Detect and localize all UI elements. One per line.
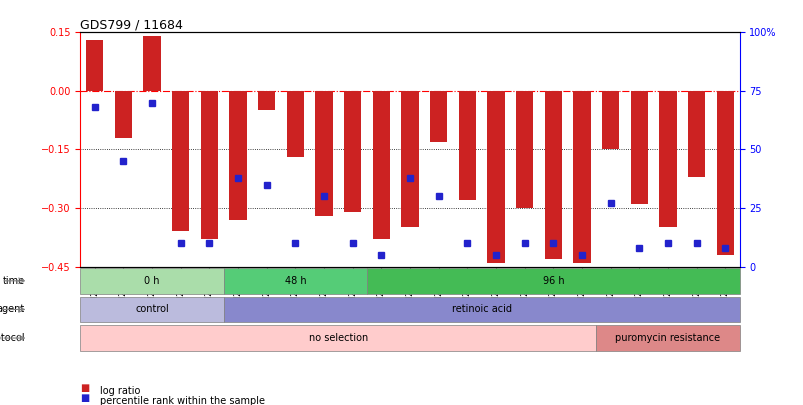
Text: log ratio: log ratio [100, 386, 141, 396]
Bar [344, 91, 361, 212]
Bar [487, 91, 504, 262]
Text: 96 h: 96 h [542, 276, 564, 286]
Bar [630, 91, 647, 204]
Text: agent: agent [0, 305, 25, 314]
Text: ■: ■ [80, 393, 90, 403]
Text: ■: ■ [80, 383, 90, 393]
Bar [430, 91, 446, 142]
FancyBboxPatch shape [80, 268, 223, 294]
Bar [687, 91, 704, 177]
FancyBboxPatch shape [367, 268, 739, 294]
FancyBboxPatch shape [596, 325, 739, 351]
Bar [715, 91, 733, 255]
Bar [658, 91, 676, 228]
Bar [115, 91, 132, 138]
Text: control: control [135, 305, 169, 314]
FancyBboxPatch shape [223, 296, 739, 322]
Bar [229, 91, 247, 220]
Bar [601, 91, 618, 149]
Bar [544, 91, 561, 259]
Text: 0 h: 0 h [144, 276, 160, 286]
FancyBboxPatch shape [80, 325, 596, 351]
Text: time: time [2, 276, 25, 286]
Bar [287, 91, 304, 157]
Text: 48 h: 48 h [284, 276, 306, 286]
Text: retinoic acid: retinoic acid [451, 305, 511, 314]
Bar [201, 91, 218, 239]
FancyBboxPatch shape [80, 296, 223, 322]
Bar [516, 91, 532, 208]
Bar [172, 91, 189, 231]
Text: percentile rank within the sample: percentile rank within the sample [100, 396, 265, 405]
Bar [459, 91, 475, 200]
Bar [373, 91, 389, 239]
Bar [258, 91, 275, 111]
Bar [86, 40, 104, 91]
FancyBboxPatch shape [223, 268, 367, 294]
Bar [315, 91, 332, 216]
Text: no selection: no selection [308, 333, 368, 343]
Text: GDS799 / 11684: GDS799 / 11684 [80, 18, 183, 31]
Text: growth protocol: growth protocol [0, 333, 25, 343]
Bar [401, 91, 418, 228]
Bar [143, 36, 161, 91]
Text: puromycin resistance: puromycin resistance [614, 333, 719, 343]
Bar [573, 91, 590, 262]
